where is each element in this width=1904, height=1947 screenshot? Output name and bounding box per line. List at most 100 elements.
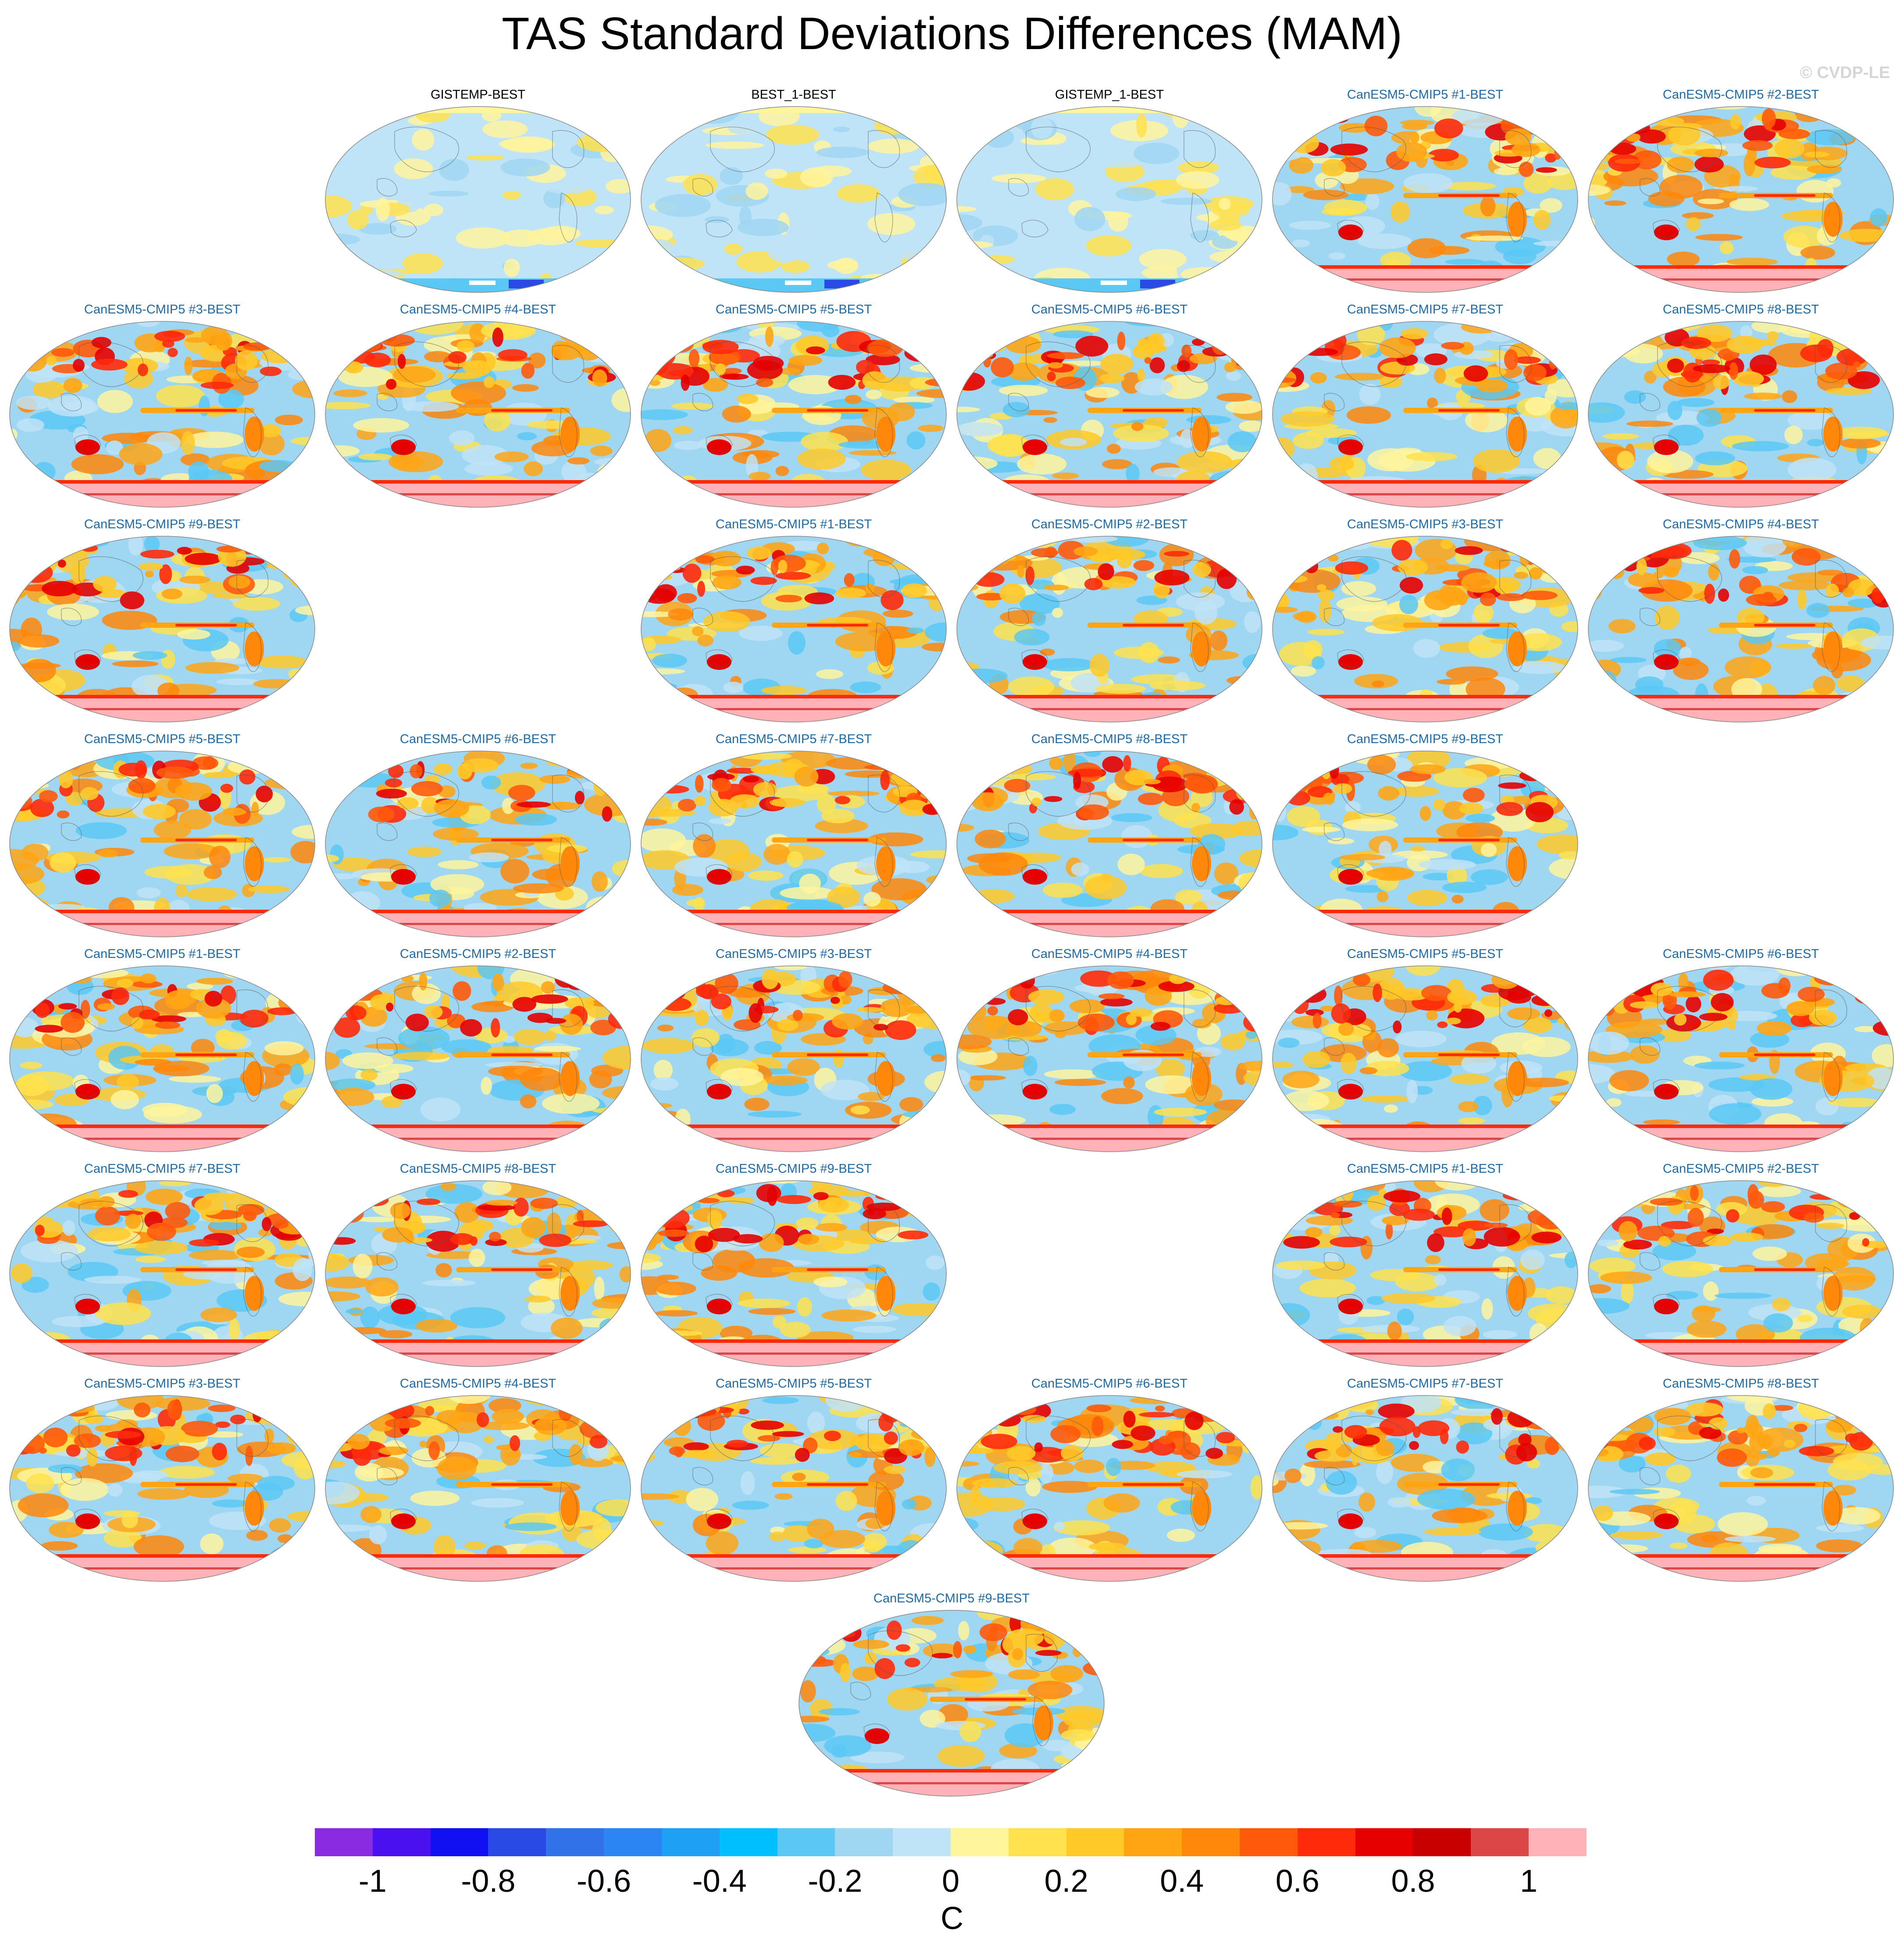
map-panel: CanESM5-CMIP5 #1-BEST <box>1267 88 1583 296</box>
map-panel: CanESM5-CMIP5 #7-BEST <box>1267 303 1583 511</box>
colorbar-swatch <box>604 1828 662 1856</box>
colorbar-swatch <box>777 1828 835 1856</box>
map-panel: CanESM5-CMIP5 #1-BEST <box>636 517 952 726</box>
world-map <box>1588 536 1894 723</box>
map-panel: GISTEMP-BEST <box>320 88 636 296</box>
panel-title: CanESM5-CMIP5 #6-BEST <box>399 732 556 746</box>
colorbar-tick-label: -0.8 <box>461 1864 516 1899</box>
map-panel: CanESM5-CMIP5 #8-BEST <box>1583 303 1899 511</box>
map-panel: CanESM5-CMIP5 #2-BEST <box>1583 1162 1899 1370</box>
world-map <box>1588 1395 1894 1582</box>
colorbar-tick-label: -0.4 <box>692 1864 747 1899</box>
panel-title: BEST_1-BEST <box>751 88 836 102</box>
colorbar-swatch <box>1529 1828 1587 1856</box>
panel-title: CanESM5-CMIP5 #4-BEST <box>399 1377 556 1391</box>
panel-title: CanESM5-CMIP5 #1-BEST <box>1347 1162 1504 1176</box>
panel-title: CanESM5-CMIP5 #1-BEST <box>715 517 872 531</box>
panel-title: CanESM5-CMIP5 #9-BEST <box>715 1162 872 1176</box>
world-map <box>1588 965 1894 1152</box>
panel-title: CanESM5-CMIP5 #3-BEST <box>84 303 241 317</box>
map-panel: CanESM5-CMIP5 #6-BEST <box>320 732 636 940</box>
world-map <box>641 1180 947 1367</box>
panel-title: CanESM5-CMIP5 #5-BEST <box>84 732 241 746</box>
watermark: © CVDP-LE <box>1800 64 1890 82</box>
world-map <box>325 106 631 293</box>
map-panel: CanESM5-CMIP5 #4-BEST <box>952 947 1267 1155</box>
world-map <box>641 321 947 508</box>
panel-title: CanESM5-CMIP5 #7-BEST <box>1347 1377 1504 1391</box>
map-panel: CanESM5-CMIP5 #3-BEST <box>4 303 320 511</box>
colorbar-swatch <box>1240 1828 1298 1856</box>
colorbar-swatch <box>719 1828 777 1856</box>
panel-title: CanESM5-CMIP5 #6-BEST <box>1662 947 1819 961</box>
panel-title: CanESM5-CMIP5 #5-BEST <box>715 303 872 317</box>
panel-title: CanESM5-CMIP5 #1-BEST <box>84 947 241 961</box>
map-panel: CanESM5-CMIP5 #8-BEST <box>1583 1377 1899 1585</box>
colorbar-tick-label: -1 <box>358 1864 387 1899</box>
colorbar-swatch <box>1066 1828 1124 1856</box>
map-panel: CanESM5-CMIP5 #1-BEST <box>4 947 320 1155</box>
colorbar-swatch <box>372 1828 431 1856</box>
world-map <box>1272 965 1578 1152</box>
world-map <box>1588 106 1894 293</box>
colorbar-tick-label: -0.2 <box>808 1864 863 1899</box>
panel-title: CanESM5-CMIP5 #8-BEST <box>1031 732 1188 746</box>
map-panel: CanESM5-CMIP5 #2-BEST <box>1583 88 1899 296</box>
world-map <box>956 321 1262 508</box>
map-panel: CanESM5-CMIP5 #5-BEST <box>636 303 952 511</box>
world-map <box>325 321 631 508</box>
world-map <box>1272 1180 1578 1367</box>
map-panel: CanESM5-CMIP5 #4-BEST <box>320 1377 636 1585</box>
panel-title: CanESM5-CMIP5 #5-BEST <box>715 1377 872 1391</box>
colorbar-swatch <box>1008 1828 1066 1856</box>
map-panel: CanESM5-CMIP5 #1-BEST <box>1267 1162 1583 1370</box>
world-map <box>956 965 1262 1152</box>
colorbar-swatch <box>661 1828 720 1856</box>
panel-title: CanESM5-CMIP5 #4-BEST <box>1031 947 1188 961</box>
panel-title: CanESM5-CMIP5 #3-BEST <box>1347 517 1504 531</box>
map-panel: CanESM5-CMIP5 #5-BEST <box>4 732 320 940</box>
world-map <box>641 1395 947 1582</box>
world-map <box>9 1180 315 1367</box>
world-map <box>9 536 315 723</box>
world-map <box>325 965 631 1152</box>
world-map <box>641 751 947 937</box>
map-panel: CanESM5-CMIP5 #9-BEST <box>636 1162 952 1370</box>
map-panel: CanESM5-CMIP5 #9-BEST <box>1267 732 1583 940</box>
world-map <box>641 536 947 723</box>
map-panel: CanESM5-CMIP5 #6-BEST <box>1583 947 1899 1155</box>
world-map <box>956 106 1262 293</box>
colorbar-swatch <box>1182 1828 1240 1856</box>
colorbar-tick-label: 0 <box>941 1864 960 1899</box>
panel-title: CanESM5-CMIP5 #2-BEST <box>1031 517 1188 531</box>
map-panel: CanESM5-CMIP5 #2-BEST <box>952 517 1267 726</box>
colorbar-swatch <box>835 1828 893 1856</box>
map-panel: GISTEMP_1-BEST <box>952 88 1267 296</box>
world-map <box>9 321 315 508</box>
panel-title: CanESM5-CMIP5 #4-BEST <box>1662 517 1819 531</box>
colorbar-tick-label: 1 <box>1520 1864 1538 1899</box>
panel-title: CanESM5-CMIP5 #3-BEST <box>84 1377 241 1391</box>
colorbar-swatch <box>950 1828 1009 1856</box>
panel-title: CanESM5-CMIP5 #7-BEST <box>715 732 872 746</box>
colorbar-swatch <box>893 1828 951 1856</box>
map-panel: CanESM5-CMIP5 #4-BEST <box>320 303 636 511</box>
map-panel: CanESM5-CMIP5 #8-BEST <box>320 1162 636 1370</box>
world-map <box>325 1180 631 1367</box>
colorbar-swatch <box>315 1828 373 1856</box>
panel-title: CanESM5-CMIP5 #2-BEST <box>1662 88 1819 102</box>
map-panel: BEST_1-BEST <box>636 88 952 296</box>
colorbar <box>315 1828 1587 1856</box>
world-map <box>9 1395 315 1582</box>
map-panel: CanESM5-CMIP5 #3-BEST <box>1267 517 1583 726</box>
world-map <box>1272 536 1578 723</box>
world-map <box>1272 1395 1578 1582</box>
map-panel: CanESM5-CMIP5 #6-BEST <box>952 303 1267 511</box>
map-panel: CanESM5-CMIP5 #8-BEST <box>952 732 1267 940</box>
panel-title: CanESM5-CMIP5 #1-BEST <box>1347 88 1504 102</box>
world-map <box>1588 1180 1894 1367</box>
colorbar-tick-label: 0.2 <box>1044 1864 1088 1899</box>
panel-title: CanESM5-CMIP5 #4-BEST <box>399 303 556 317</box>
colorbar-swatch <box>1471 1828 1529 1856</box>
map-panel: CanESM5-CMIP5 #5-BEST <box>636 1377 952 1585</box>
